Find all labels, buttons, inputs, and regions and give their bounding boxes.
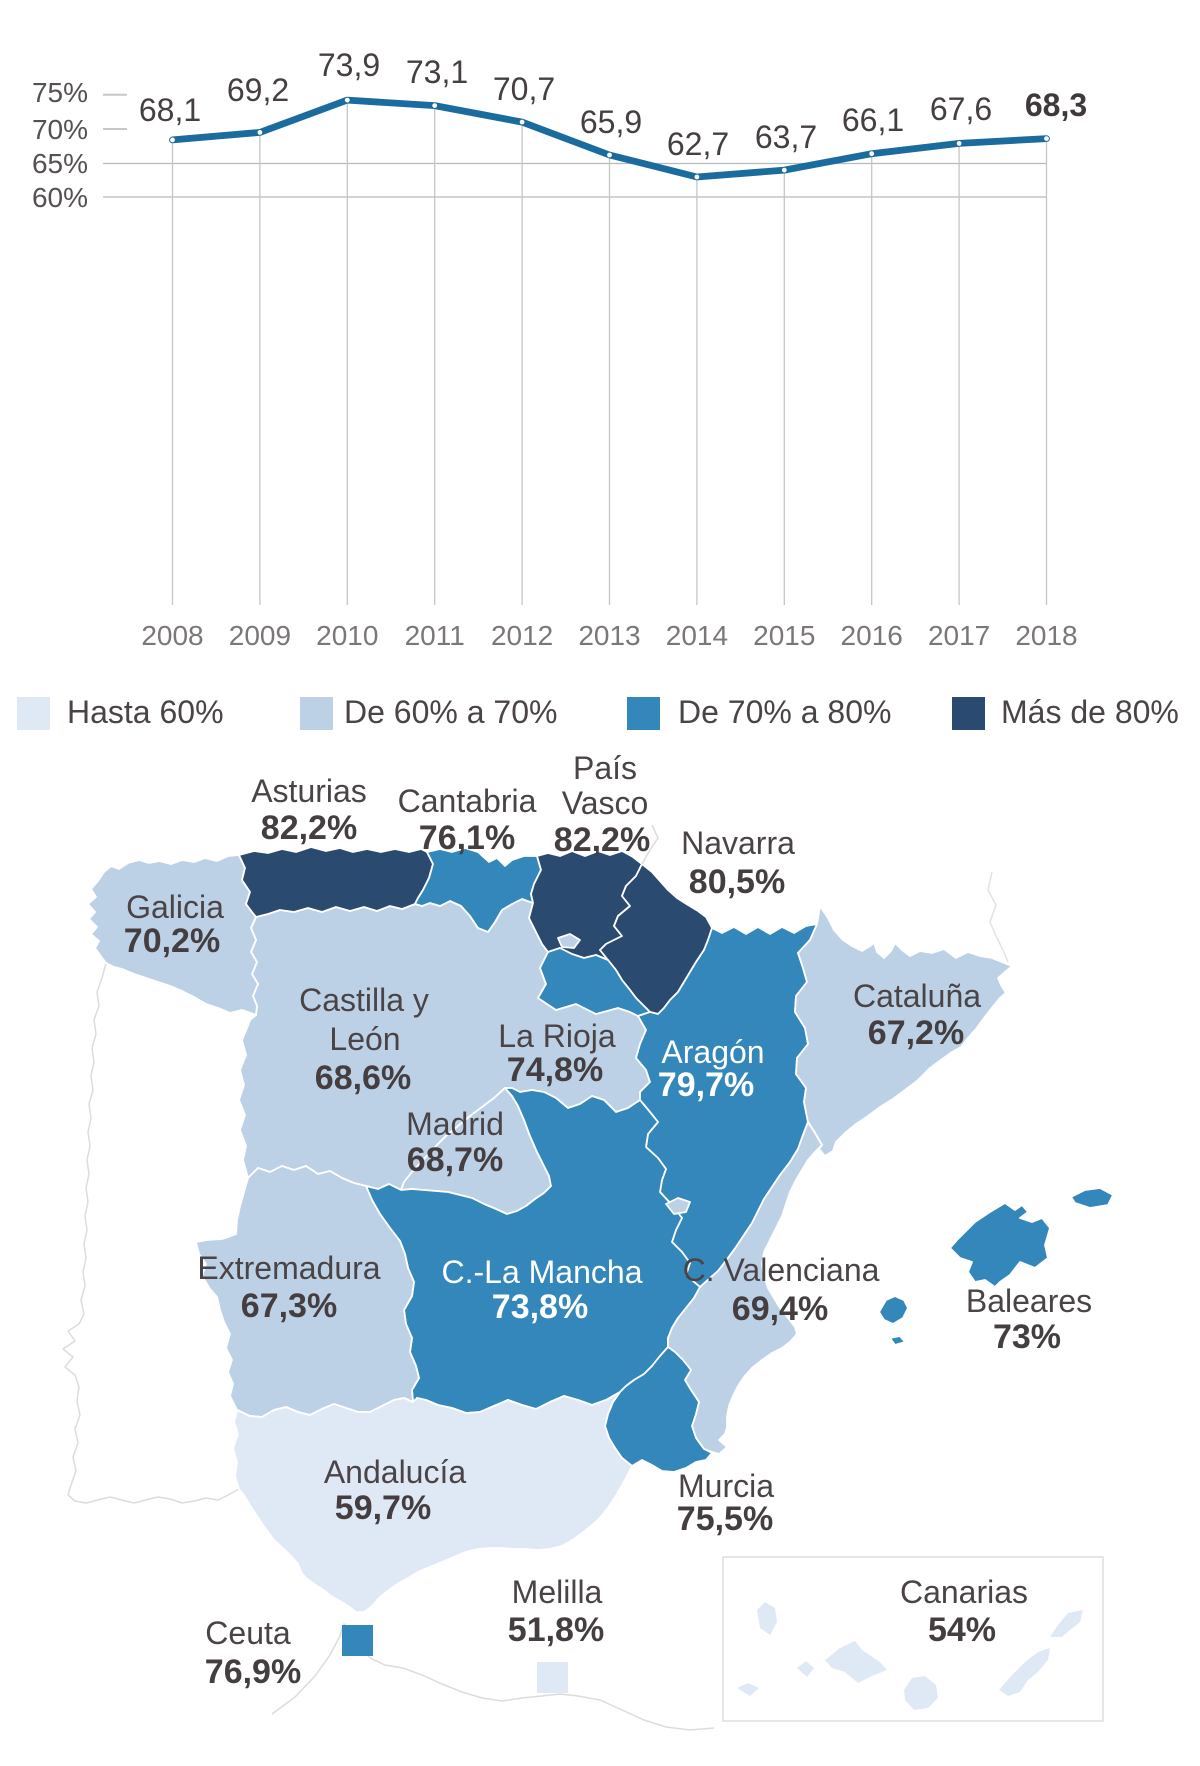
svg-text:59,7%: 59,7% xyxy=(335,1489,431,1527)
svg-text:Galicia: Galicia xyxy=(126,889,224,925)
svg-text:54%: 54% xyxy=(928,1611,996,1649)
svg-text:63,7: 63,7 xyxy=(755,119,817,155)
svg-text:2016: 2016 xyxy=(841,620,903,651)
svg-text:73,1: 73,1 xyxy=(406,54,468,90)
svg-text:2017: 2017 xyxy=(928,620,990,651)
svg-text:82,2%: 82,2% xyxy=(554,821,650,859)
svg-text:70,7: 70,7 xyxy=(493,71,555,107)
svg-text:2012: 2012 xyxy=(491,620,553,651)
svg-text:69,4%: 69,4% xyxy=(732,1290,828,1328)
svg-text:2010: 2010 xyxy=(316,620,378,651)
svg-text:67,3%: 67,3% xyxy=(241,1287,337,1325)
svg-text:75%: 75% xyxy=(32,77,88,108)
svg-text:Madrid: Madrid xyxy=(406,1106,504,1142)
svg-text:País: País xyxy=(573,750,637,786)
svg-text:60%: 60% xyxy=(32,182,88,213)
svg-text:C.-La Mancha: C.-La Mancha xyxy=(442,1254,643,1290)
svg-text:De 60% a 70%: De 60% a 70% xyxy=(344,694,557,730)
svg-text:La Rioja: La Rioja xyxy=(498,1018,616,1054)
svg-text:79,7%: 79,7% xyxy=(658,1066,754,1104)
svg-text:62,7: 62,7 xyxy=(667,126,729,162)
svg-text:2009: 2009 xyxy=(229,620,291,651)
svg-text:2014: 2014 xyxy=(666,620,728,651)
svg-text:66,1: 66,1 xyxy=(842,102,904,138)
svg-text:C. Valenciana: C. Valenciana xyxy=(683,1252,880,1288)
svg-text:Baleares: Baleares xyxy=(966,1283,1092,1319)
svg-text:68,6%: 68,6% xyxy=(315,1059,411,1097)
svg-text:73%: 73% xyxy=(993,1318,1061,1356)
svg-text:65,9: 65,9 xyxy=(580,104,642,140)
svg-text:73,9: 73,9 xyxy=(318,47,380,83)
svg-text:2011: 2011 xyxy=(405,620,465,651)
svg-text:67,2%: 67,2% xyxy=(868,1014,964,1052)
svg-text:68,1: 68,1 xyxy=(139,92,201,128)
svg-text:76,1%: 76,1% xyxy=(419,819,515,857)
svg-text:2008: 2008 xyxy=(141,620,203,651)
svg-text:69,2: 69,2 xyxy=(227,72,289,108)
svg-text:Cantabria: Cantabria xyxy=(398,783,537,819)
svg-text:73,8%: 73,8% xyxy=(492,1288,588,1326)
svg-text:Andalucía: Andalucía xyxy=(324,1454,467,1490)
svg-text:De 70% a 80%: De 70% a 80% xyxy=(678,694,891,730)
svg-text:70%: 70% xyxy=(32,114,88,145)
svg-text:Vasco: Vasco xyxy=(562,785,649,821)
svg-text:76,9%: 76,9% xyxy=(205,1653,301,1691)
svg-text:Cataluña: Cataluña xyxy=(853,978,981,1014)
svg-text:80,5%: 80,5% xyxy=(689,863,785,901)
svg-text:2015: 2015 xyxy=(753,620,815,651)
svg-text:51,8%: 51,8% xyxy=(508,1611,604,1649)
svg-text:2013: 2013 xyxy=(578,620,640,651)
svg-text:Melilla: Melilla xyxy=(512,1574,603,1610)
svg-text:75,5%: 75,5% xyxy=(677,1500,773,1538)
svg-text:67,6: 67,6 xyxy=(930,91,992,127)
svg-text:68,7%: 68,7% xyxy=(407,1141,503,1179)
svg-text:2018: 2018 xyxy=(1015,620,1077,651)
svg-text:Aragón: Aragón xyxy=(661,1034,764,1070)
svg-text:82,2%: 82,2% xyxy=(261,809,357,847)
svg-text:León: León xyxy=(329,1021,400,1057)
svg-text:Navarra: Navarra xyxy=(681,825,795,861)
svg-text:Asturias: Asturias xyxy=(251,773,367,809)
svg-text:Ceuta: Ceuta xyxy=(205,1615,291,1651)
svg-text:Murcia: Murcia xyxy=(678,1468,774,1504)
svg-text:Extremadura: Extremadura xyxy=(197,1250,380,1286)
svg-text:Hasta 60%: Hasta 60% xyxy=(67,694,224,730)
svg-text:65%: 65% xyxy=(32,148,88,179)
svg-text:74,8%: 74,8% xyxy=(507,1051,603,1089)
svg-text:Canarias: Canarias xyxy=(900,1574,1028,1610)
svg-text:70,2%: 70,2% xyxy=(124,922,220,960)
svg-text:68,3: 68,3 xyxy=(1025,87,1087,123)
svg-text:Más de 80%: Más de 80% xyxy=(1001,694,1179,730)
svg-text:Castilla y: Castilla y xyxy=(299,982,429,1018)
